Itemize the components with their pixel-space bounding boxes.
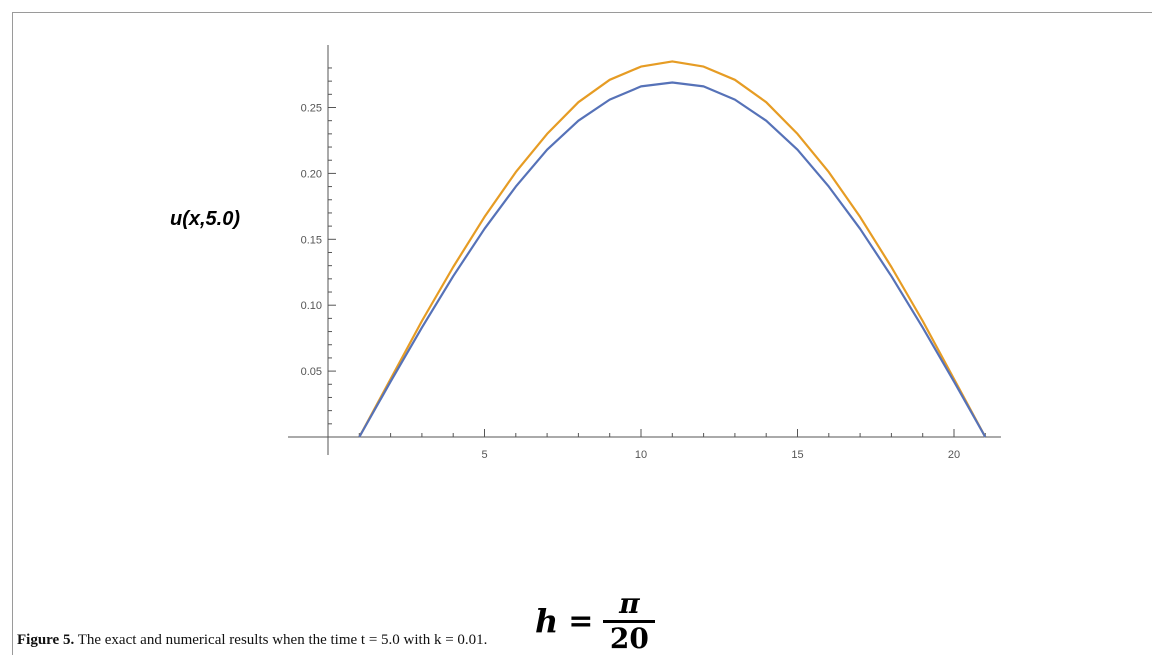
x-tick-label: 20 [948,449,960,461]
annotation-denominator: 20 [609,621,649,655]
figure-frame [12,12,1152,655]
y-axis-label: u(x,5.0) [170,208,241,230]
series-line-2 [358,81,987,438]
y-tick-label: 0.05 [301,366,322,378]
y-tick-label: 0.20 [301,168,322,180]
annotation-fraction: π 20 [603,586,656,655]
annotation-variable: h [535,602,559,640]
x-tick-label: 10 [635,449,647,461]
caption-label: Figure 5. [17,632,75,648]
caption-text: The exact and numerical results when the… [74,632,488,648]
x-tick-label: 5 [481,449,487,461]
annotation-numerator: π [619,586,640,620]
figure-caption: Figure 5. The exact and numerical result… [17,632,487,649]
step-size-annotation: h = π 20 [535,586,656,655]
y-tick-label: 0.25 [301,103,322,115]
series-line-1 [358,60,987,438]
chart-axes [288,45,1001,455]
annotation-equals: = [568,603,594,639]
line-chart: 5 10 15 20 0.05 0.10 0.15 0.20 0.25 [288,45,1001,461]
fraction-bar [603,619,656,623]
chart-series [358,60,987,438]
y-tick-label: 0.15 [301,234,322,246]
x-tick-label: 15 [791,449,803,461]
y-tick-label: 0.10 [301,300,322,312]
